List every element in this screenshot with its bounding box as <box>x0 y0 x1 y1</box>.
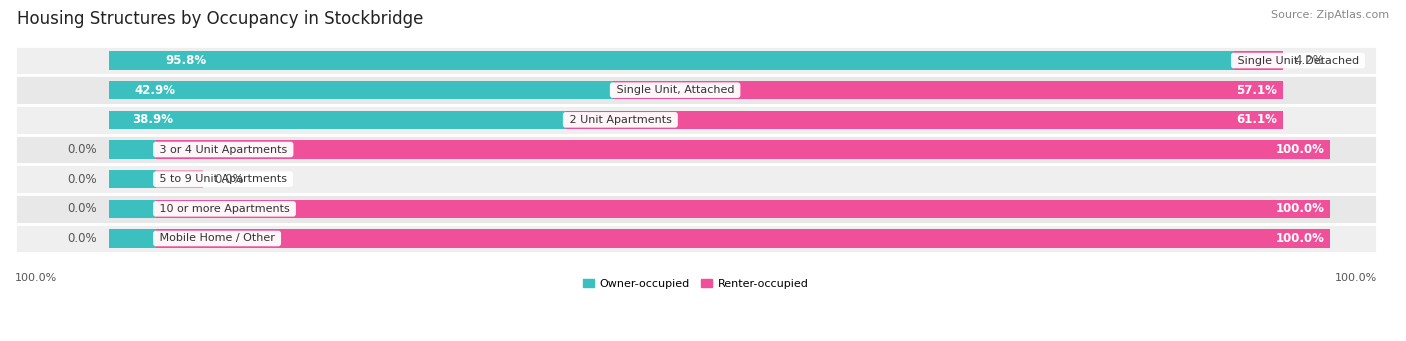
Text: 0.0%: 0.0% <box>67 173 97 186</box>
Bar <box>156 170 202 188</box>
Text: 5 to 9 Unit Apartments: 5 to 9 Unit Apartments <box>156 174 291 184</box>
Text: Mobile Home / Other: Mobile Home / Other <box>156 234 278 243</box>
Text: 100.0%: 100.0% <box>1275 232 1324 245</box>
Text: 3 or 4 Unit Apartments: 3 or 4 Unit Apartments <box>156 145 291 154</box>
Text: Source: ZipAtlas.com: Source: ZipAtlas.com <box>1271 10 1389 20</box>
Text: 10 or more Apartments: 10 or more Apartments <box>156 204 292 214</box>
Bar <box>15 135 1376 164</box>
Text: 95.8%: 95.8% <box>165 54 207 67</box>
Bar <box>156 199 1330 218</box>
Bar <box>108 170 156 188</box>
Bar <box>15 224 1376 253</box>
Bar <box>15 105 1376 135</box>
Bar <box>1233 51 1284 70</box>
Text: 100.0%: 100.0% <box>15 272 58 283</box>
Bar <box>15 194 1376 224</box>
Text: 42.9%: 42.9% <box>134 84 176 97</box>
Bar <box>15 46 1376 75</box>
Text: 100.0%: 100.0% <box>1275 202 1324 215</box>
Text: Housing Structures by Occupancy in Stockbridge: Housing Structures by Occupancy in Stock… <box>17 10 423 28</box>
Text: 100.0%: 100.0% <box>1275 143 1324 156</box>
Bar <box>613 81 1284 99</box>
Text: 38.9%: 38.9% <box>132 113 173 127</box>
Bar <box>15 75 1376 105</box>
Text: 0.0%: 0.0% <box>67 143 97 156</box>
Text: 100.0%: 100.0% <box>1334 272 1376 283</box>
Text: 2 Unit Apartments: 2 Unit Apartments <box>565 115 675 125</box>
Bar <box>108 229 156 248</box>
Bar <box>108 140 156 159</box>
Text: 4.2%: 4.2% <box>1295 54 1324 67</box>
Bar <box>156 140 1330 159</box>
Legend: Owner-occupied, Renter-occupied: Owner-occupied, Renter-occupied <box>579 275 813 294</box>
Text: Single Unit, Detached: Single Unit, Detached <box>1233 56 1362 65</box>
Text: 0.0%: 0.0% <box>215 173 245 186</box>
Text: 0.0%: 0.0% <box>67 202 97 215</box>
Text: 61.1%: 61.1% <box>1236 113 1277 127</box>
Text: Single Unit, Attached: Single Unit, Attached <box>613 85 738 95</box>
Bar <box>108 81 613 99</box>
Bar <box>15 164 1376 194</box>
Bar <box>108 199 156 218</box>
Text: 0.0%: 0.0% <box>67 232 97 245</box>
Bar <box>156 229 1330 248</box>
Bar <box>108 51 1233 70</box>
Text: 57.1%: 57.1% <box>1236 84 1277 97</box>
Bar <box>108 110 565 129</box>
Bar <box>565 110 1284 129</box>
